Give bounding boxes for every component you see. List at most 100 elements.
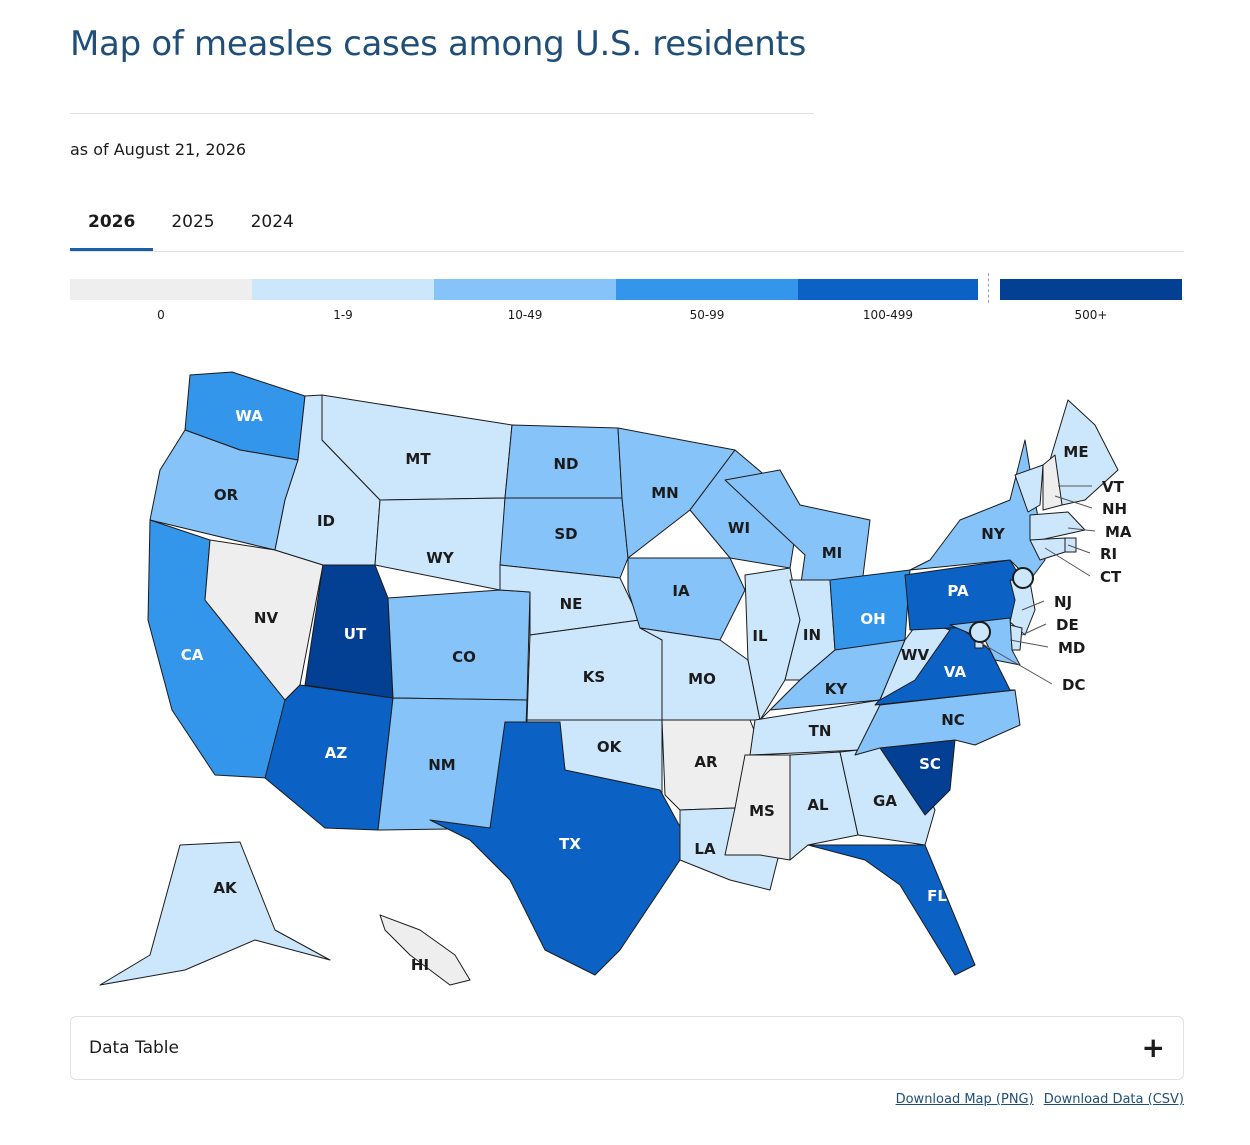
state-label-pa: PA xyxy=(947,582,969,600)
state-label-ar: AR xyxy=(694,753,718,771)
state-label-id: ID xyxy=(317,512,335,530)
callout-line-dc xyxy=(980,642,1053,685)
callout-label-md: MD xyxy=(1058,639,1085,657)
callout-line-ri xyxy=(1067,544,1091,554)
state-label-tn: TN xyxy=(809,722,832,740)
state-label-co: CO xyxy=(452,648,476,666)
state-label-fl: FL xyxy=(927,887,947,905)
state-label-sc: SC xyxy=(919,755,941,773)
state-mi[interactable] xyxy=(724,469,871,601)
callout-label-nh: NH xyxy=(1102,500,1127,518)
tab-2026[interactable]: 2026 xyxy=(70,200,154,252)
state-label-wv: WV xyxy=(901,646,930,664)
state-label-ms: MS xyxy=(749,802,775,820)
state-label-tx: TX xyxy=(559,835,581,853)
state-label-va: VA xyxy=(944,663,967,681)
state-label-wa: WA xyxy=(235,407,263,425)
state-label-hi: HI xyxy=(411,956,429,974)
state-label-la: LA xyxy=(694,840,716,858)
legend-swatch-0 xyxy=(70,279,252,300)
download-data-csv-link[interactable]: Download Data (CSV) xyxy=(1043,1092,1184,1107)
state-label-oh: OH xyxy=(860,610,885,628)
callout-label-vt: VT xyxy=(1102,478,1125,496)
state-label-nd: ND xyxy=(553,455,578,473)
legend-swatch-500-plus xyxy=(1000,279,1182,300)
callout-line-ma xyxy=(1067,527,1096,532)
state-label-wy: WY xyxy=(426,549,455,567)
legend-swatch-50-99 xyxy=(616,279,798,300)
state-label-ut: UT xyxy=(344,625,367,643)
state-label-or: OR xyxy=(214,486,239,504)
state-fl[interactable] xyxy=(807,844,976,976)
expand-plus-icon[interactable]: + xyxy=(1141,1031,1165,1064)
state-label-me: ME xyxy=(1063,443,1088,461)
callout-line-de xyxy=(1021,623,1047,636)
dc-marker[interactable] xyxy=(969,621,991,643)
state-ak[interactable] xyxy=(99,841,331,986)
state-label-sd: SD xyxy=(554,525,577,543)
callout-label-de: DE xyxy=(1056,616,1079,634)
state-label-ga: GA xyxy=(873,792,897,810)
callout-line-nj xyxy=(1021,600,1045,611)
legend-swatch-1-9 xyxy=(252,279,434,300)
state-label-wi: WI xyxy=(728,519,750,537)
state-label-ia: IA xyxy=(672,582,690,600)
us-measles-map: WA OR CA NV ID MT WY UT AZ CO NM ND SD NE KS OK TX MN IA MO… xyxy=(99,371,1132,986)
state-label-ak: AK xyxy=(213,879,238,897)
state-label-ks: KS xyxy=(583,668,605,686)
download-map-png-link[interactable]: Download Map (PNG) xyxy=(895,1092,1034,1107)
state-label-il: IL xyxy=(752,627,768,645)
data-table-label: Data Table xyxy=(89,1038,179,1058)
nyc-marker[interactable] xyxy=(1012,567,1034,589)
legend-label-0: 0 xyxy=(157,308,165,322)
map-legend: 0 1-9 10-49 50-99 100-499 500+ xyxy=(70,273,1182,323)
state-label-mi: MI xyxy=(822,544,843,562)
state-label-ok: OK xyxy=(597,738,623,756)
tab-2024[interactable]: 2024 xyxy=(250,212,294,232)
tab-2025[interactable]: 2025 xyxy=(171,212,215,232)
states-layer xyxy=(99,371,1119,986)
state-co[interactable] xyxy=(387,589,531,701)
title-divider xyxy=(70,113,814,114)
state-tx[interactable] xyxy=(429,721,691,976)
state-mn[interactable] xyxy=(617,427,736,559)
state-label-in: IN xyxy=(803,626,821,644)
callout-line-md xyxy=(1009,639,1049,648)
callout-label-nj: NJ xyxy=(1054,593,1072,611)
state-label-ca: CA xyxy=(181,646,204,664)
state-label-ny: NY xyxy=(981,525,1006,543)
legend-separator xyxy=(988,273,989,303)
download-links: Download Map (PNG) Download Data (CSV) xyxy=(896,1092,1184,1107)
state-hi[interactable] xyxy=(379,914,471,986)
legend-swatch-100-499 xyxy=(798,279,978,300)
state-wy[interactable] xyxy=(374,497,506,591)
state-labels-layer: WA OR CA NV ID MT WY UT AZ CO NM ND SD NE KS OK TX MN IA MO… xyxy=(181,407,1132,974)
year-tabs: 2026 2025 2024 xyxy=(70,200,312,252)
callout-label-ma: MA xyxy=(1105,523,1132,541)
callout-label-ri: RI xyxy=(1100,545,1117,563)
state-label-mn: MN xyxy=(651,484,678,502)
state-ri[interactable] xyxy=(1064,537,1077,553)
state-label-mo: MO xyxy=(688,670,716,688)
as-of-date: as of August 21, 2026 xyxy=(70,140,247,159)
tabs-divider xyxy=(70,251,1184,252)
legend-label-100-499: 100-499 xyxy=(862,308,914,322)
legend-label-500-plus: 500+ xyxy=(1074,308,1108,322)
data-table-accordion[interactable]: Data Table + xyxy=(70,1016,1184,1080)
state-label-nv: NV xyxy=(254,609,279,627)
state-vt[interactable] xyxy=(1014,464,1044,513)
state-ma[interactable] xyxy=(1029,511,1086,541)
state-label-ne: NE xyxy=(560,595,583,613)
legend-label-50-99: 50-99 xyxy=(689,308,725,322)
state-al[interactable] xyxy=(789,751,859,861)
state-sd[interactable] xyxy=(499,497,629,579)
state-label-az: AZ xyxy=(325,744,348,762)
state-label-nc: NC xyxy=(941,711,965,729)
state-label-al: AL xyxy=(807,796,829,814)
state-ny[interactable] xyxy=(909,439,1046,581)
callout-label-dc: DC xyxy=(1062,676,1085,694)
state-label-mt: MT xyxy=(405,450,431,468)
callout-line-ct xyxy=(1044,547,1091,577)
page-title: Map of measles cases among U.S. resident… xyxy=(70,24,806,64)
legend-label-10-49: 10-49 xyxy=(507,308,543,322)
